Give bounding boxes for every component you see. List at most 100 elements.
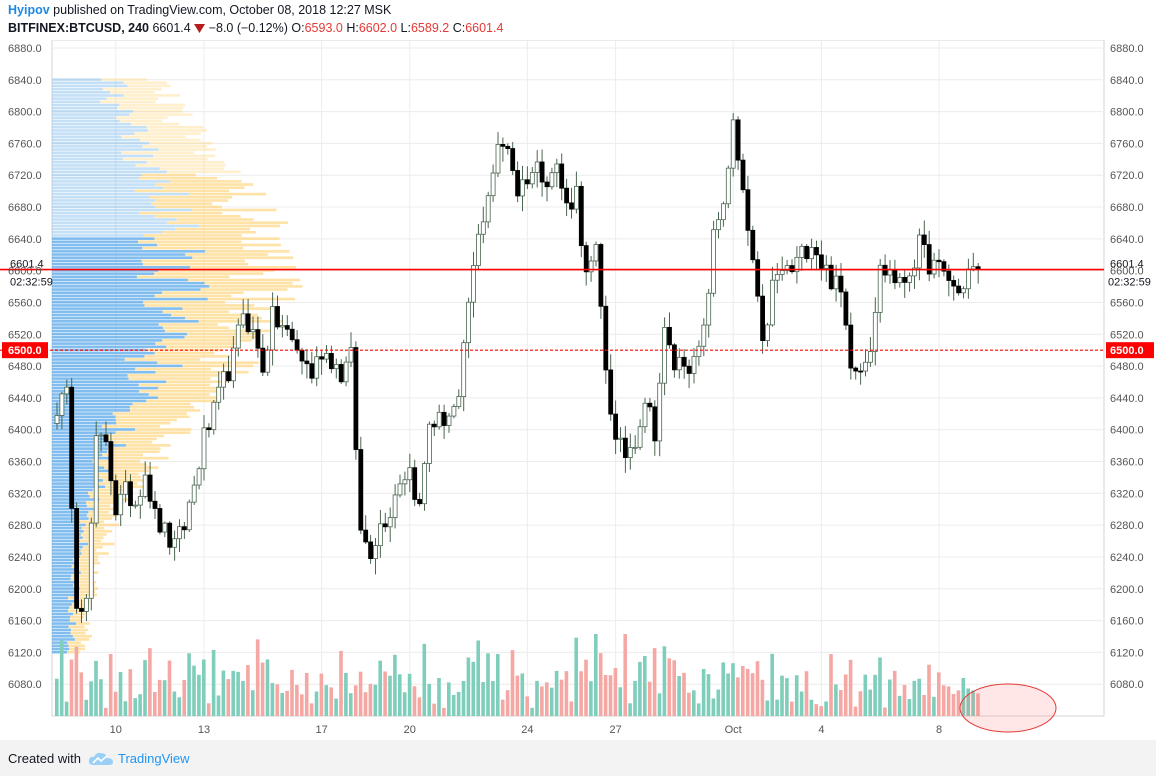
vp-down-row bbox=[117, 106, 184, 110]
vp-down-row bbox=[72, 634, 92, 638]
vp-down-row bbox=[166, 345, 234, 349]
volume-bar bbox=[55, 678, 59, 716]
candle-body bbox=[358, 449, 364, 531]
volume-bar bbox=[295, 685, 299, 716]
y-tick-label-right: 6200.0 bbox=[1110, 584, 1144, 596]
volume-bar bbox=[500, 699, 505, 716]
candle-body bbox=[755, 259, 761, 297]
vp-down-row bbox=[83, 529, 113, 533]
y-tick-label-left: 6680.0 bbox=[8, 202, 42, 214]
volume-bar bbox=[564, 671, 569, 716]
y-tick-label-left: 6280.0 bbox=[8, 520, 42, 532]
vp-up-row bbox=[52, 577, 71, 581]
candle-body bbox=[260, 347, 266, 373]
vp-down-row bbox=[142, 145, 207, 148]
vp-down-row bbox=[200, 288, 288, 291]
candlestick-series bbox=[54, 113, 981, 623]
candle-body bbox=[480, 221, 486, 235]
vp-down-row bbox=[147, 129, 208, 132]
y-tick-label-left: 6320.0 bbox=[8, 488, 42, 500]
vp-down-row bbox=[204, 281, 293, 285]
volume-bar bbox=[598, 653, 603, 716]
vp-down-row bbox=[158, 269, 275, 272]
candle-body bbox=[721, 203, 726, 221]
volume-bar bbox=[706, 674, 711, 716]
vp-up-row bbox=[52, 615, 71, 619]
candle-body bbox=[132, 504, 138, 507]
y-tick-label-right: 6120.0 bbox=[1110, 647, 1144, 659]
vp-down-row bbox=[74, 638, 90, 641]
vp-down-row bbox=[112, 440, 153, 444]
volume-bar bbox=[148, 648, 152, 716]
vp-down-row bbox=[89, 494, 121, 498]
vp-up-row bbox=[52, 393, 149, 396]
vp-down-row bbox=[154, 215, 241, 218]
vp-down-row bbox=[129, 405, 195, 409]
vp-up-row bbox=[52, 195, 151, 199]
candle-body bbox=[79, 607, 84, 612]
author-link[interactable]: Hyipov bbox=[8, 3, 50, 17]
volume-bar bbox=[407, 673, 412, 716]
tradingview-link[interactable]: TradingView bbox=[118, 751, 190, 766]
candle-body bbox=[931, 259, 937, 275]
candle-body bbox=[471, 265, 476, 303]
vp-up-row bbox=[52, 555, 80, 559]
candle-body bbox=[373, 545, 378, 560]
candle-body bbox=[500, 144, 506, 147]
volume-bar bbox=[461, 680, 466, 716]
vp-up-row bbox=[52, 568, 78, 571]
vp-up-row bbox=[52, 246, 143, 250]
vp-down-row bbox=[187, 278, 301, 282]
volume-bar bbox=[192, 665, 196, 716]
y-tick-label-right: 6720.0 bbox=[1110, 170, 1144, 182]
symbol-label[interactable]: BITFINEX:BTCUSD, 240 bbox=[8, 21, 149, 35]
vp-up-row bbox=[52, 173, 143, 177]
vp-down-row bbox=[158, 148, 216, 151]
candle-body bbox=[216, 386, 222, 403]
volume-bar bbox=[476, 640, 480, 716]
y-tick-label-left: 6760.0 bbox=[8, 138, 42, 150]
vp-down-row bbox=[207, 297, 296, 301]
volume-bar bbox=[716, 689, 721, 716]
vp-up-row bbox=[52, 364, 183, 368]
price-chart[interactable]: 6601.4 02:32:59 6601.4 02:32:59 6500.0 6500.0… bbox=[0, 40, 1156, 740]
candle-body bbox=[152, 500, 158, 509]
candle-body bbox=[951, 280, 957, 287]
volume-bar bbox=[535, 680, 539, 716]
y-tick-label-left: 6360.0 bbox=[8, 457, 42, 469]
volume-bar bbox=[510, 650, 515, 716]
volume-bar bbox=[319, 673, 324, 716]
vp-up-row bbox=[52, 253, 186, 256]
candle-body bbox=[623, 437, 628, 459]
vp-down-row bbox=[154, 294, 232, 298]
open-value: 6593.0 bbox=[304, 21, 343, 35]
vp-down-row bbox=[97, 507, 124, 511]
volume-bar bbox=[84, 699, 88, 716]
volume-bar bbox=[422, 643, 427, 716]
vp-up-row bbox=[52, 631, 71, 635]
volume-bar bbox=[157, 679, 162, 716]
vp-up-row bbox=[52, 367, 136, 371]
vp-up-row bbox=[52, 189, 135, 193]
vp-down-row bbox=[142, 173, 196, 177]
volume-bar bbox=[941, 685, 946, 716]
candle-body bbox=[128, 481, 133, 507]
y-tick-label-left: 6200.0 bbox=[8, 584, 42, 596]
footer: Created with TradingView bbox=[0, 740, 1156, 776]
vp-down-row bbox=[162, 326, 229, 329]
y-tick-label-right: 6280.0 bbox=[1110, 520, 1144, 532]
volume-bar bbox=[108, 654, 113, 716]
vp-down-row bbox=[157, 361, 259, 364]
price-change: −8.0 (−0.12%) bbox=[208, 21, 288, 35]
candle-body bbox=[118, 493, 124, 516]
volume-bar bbox=[873, 674, 877, 716]
volume-bar bbox=[545, 682, 549, 716]
candle-body bbox=[294, 339, 300, 351]
candle-body bbox=[201, 427, 207, 470]
vp-down-row bbox=[143, 234, 242, 237]
y-tick-label-right: 6400.0 bbox=[1110, 425, 1144, 437]
alert-badge-left bbox=[2, 342, 48, 359]
candle-body bbox=[93, 435, 99, 524]
vp-up-row bbox=[52, 237, 155, 240]
vp-down-row bbox=[70, 631, 86, 635]
